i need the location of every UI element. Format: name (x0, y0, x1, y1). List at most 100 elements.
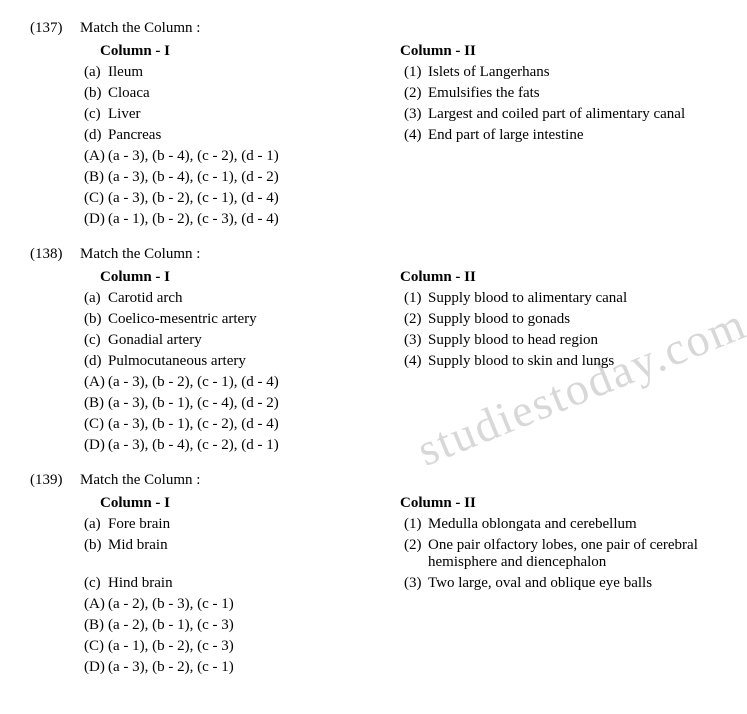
question-header: (139)Match the Column : (30, 472, 717, 489)
option-text: (a - 3), (b - 4), (c - 2), (d - 1) (108, 437, 400, 454)
item-text: Supply blood to skin and lungs (428, 353, 717, 370)
column1-header: Column - I (80, 43, 400, 60)
column2-header: Column - II (400, 43, 717, 60)
answer-option[interactable]: (C)(a - 1), (b - 2), (c - 3) (80, 638, 400, 655)
item-text: Medulla oblongata and cerebellum (428, 516, 717, 533)
item-label: (1) (400, 516, 428, 533)
match-row: (b)Cloaca(2)Emulsifies the fats (80, 85, 717, 102)
option-text: (a - 3), (b - 4), (c - 2), (d - 1) (108, 148, 400, 165)
item-label: (1) (400, 290, 428, 307)
column1-item: (a)Fore brain (80, 516, 400, 533)
item-text: Supply blood to alimentary canal (428, 290, 717, 307)
item-label: (d) (80, 127, 108, 144)
item-text: Two large, oval and oblique eye balls (428, 575, 717, 592)
columns-header: Column - IColumn - II (80, 43, 717, 60)
column1-item: (a)Ileum (80, 64, 400, 81)
column2-item: (1)Supply blood to alimentary canal (400, 290, 717, 307)
item-text: Islets of Langerhans (428, 64, 717, 81)
option-label: (C) (80, 416, 108, 433)
answer-option[interactable]: (B)(a - 3), (b - 1), (c - 4), (d - 2) (80, 395, 400, 412)
column1-item: (c)Liver (80, 106, 400, 123)
column1-item: (c)Hind brain (80, 575, 400, 592)
item-label: (a) (80, 516, 108, 533)
column2-item: (1)Islets of Langerhans (400, 64, 717, 81)
match-row: (d)Pancreas(4)End part of large intestin… (80, 127, 717, 144)
match-row: (c)Hind brain(3)Two large, oval and obli… (80, 575, 717, 592)
item-text: Largest and coiled part of alimentary ca… (428, 106, 717, 123)
column1-item: (a)Carotid arch (80, 290, 400, 307)
option-label: (D) (80, 211, 108, 228)
question-number: (137) (30, 20, 80, 37)
match-row: (c)Gonadial artery(3)Supply blood to hea… (80, 332, 717, 349)
columns-header: Column - IColumn - II (80, 495, 717, 512)
match-row: (b)Mid brain(2)One pair olfactory lobes,… (80, 537, 717, 571)
option-label: (A) (80, 374, 108, 391)
item-label: (c) (80, 575, 108, 592)
match-row: (a)Carotid arch(1)Supply blood to alimen… (80, 290, 717, 307)
item-label: (d) (80, 353, 108, 370)
item-text: Cloaca (108, 85, 400, 102)
answer-option[interactable]: (B)(a - 3), (b - 4), (c - 1), (d - 2) (80, 169, 400, 186)
item-label: (c) (80, 332, 108, 349)
option-text: (a - 3), (b - 2), (c - 1) (108, 659, 400, 676)
item-label: (3) (400, 106, 428, 123)
option-text: (a - 3), (b - 2), (c - 1), (d - 4) (108, 374, 400, 391)
option-text: (a - 3), (b - 1), (c - 2), (d - 4) (108, 416, 400, 433)
column2-item: (2)Supply blood to gonads (400, 311, 717, 328)
column2-item: (3)Two large, oval and oblique eye balls (400, 575, 717, 592)
question: (137)Match the Column : Column - IColumn … (30, 20, 717, 232)
option-label: (A) (80, 148, 108, 165)
item-text: Hind brain (108, 575, 400, 592)
column1-item: (d)Pulmocutaneous artery (80, 353, 400, 370)
item-label: (3) (400, 332, 428, 349)
question-number: (138) (30, 246, 80, 263)
item-text: Pulmocutaneous artery (108, 353, 400, 370)
answer-option[interactable]: (A)(a - 3), (b - 4), (c - 2), (d - 1) (80, 148, 400, 165)
column1-header: Column - I (80, 269, 400, 286)
column1-item: (b)Cloaca (80, 85, 400, 102)
item-label: (4) (400, 353, 428, 370)
item-text: Liver (108, 106, 400, 123)
match-row: (b)Coelico-mesentric artery(2)Supply blo… (80, 311, 717, 328)
item-text: Carotid arch (108, 290, 400, 307)
column1-header: Column - I (80, 495, 400, 512)
answer-option[interactable]: (D)(a - 3), (b - 4), (c - 2), (d - 1) (80, 437, 400, 454)
item-label: (a) (80, 64, 108, 81)
match-row: (a)Fore brain(1)Medulla oblongata and ce… (80, 516, 717, 533)
column2-header: Column - II (400, 269, 717, 286)
answer-option[interactable]: (C)(a - 3), (b - 1), (c - 2), (d - 4) (80, 416, 400, 433)
item-text: One pair olfactory lobes, one pair of ce… (428, 537, 717, 571)
match-row: (a)Ileum(1)Islets of Langerhans (80, 64, 717, 81)
option-label: (B) (80, 395, 108, 412)
option-label: (B) (80, 169, 108, 186)
item-label: (2) (400, 311, 428, 328)
column1-item: (b)Mid brain (80, 537, 400, 571)
item-label: (2) (400, 85, 428, 102)
option-label: (D) (80, 437, 108, 454)
item-text: Supply blood to gonads (428, 311, 717, 328)
column1-item: (d)Pancreas (80, 127, 400, 144)
column2-item: (4)Supply blood to skin and lungs (400, 353, 717, 370)
match-row: (c)Liver(3)Largest and coiled part of al… (80, 106, 717, 123)
column1-item: (c)Gonadial artery (80, 332, 400, 349)
column1-item: (b)Coelico-mesentric artery (80, 311, 400, 328)
column2-item: (1)Medulla oblongata and cerebellum (400, 516, 717, 533)
question-header: (137)Match the Column : (30, 20, 717, 37)
question: (138)Match the Column :Column - IColumn … (30, 246, 717, 458)
match-row: (d)Pulmocutaneous artery(4)Supply blood … (80, 353, 717, 370)
item-label: (1) (400, 64, 428, 81)
question: (139)Match the Column : Column - IColumn … (30, 472, 717, 680)
answer-option[interactable]: (D)(a - 3), (b - 2), (c - 1) (80, 659, 400, 676)
item-text: Supply blood to head region (428, 332, 717, 349)
item-label: (b) (80, 537, 108, 571)
answer-option[interactable]: (C)(a - 3), (b - 2), (c - 1), (d - 4) (80, 190, 400, 207)
answer-option[interactable]: (A)(a - 3), (b - 2), (c - 1), (d - 4) (80, 374, 400, 391)
answer-option[interactable]: (D)(a - 1), (b - 2), (c - 3), (d - 4) (80, 211, 400, 228)
option-label: (C) (80, 190, 108, 207)
column2-item: (3)Supply blood to head region (400, 332, 717, 349)
column2-item: (2)Emulsifies the fats (400, 85, 717, 102)
column2-item: (4)End part of large intestine (400, 127, 717, 144)
item-label: (2) (400, 537, 428, 571)
answer-option[interactable]: (B)(a - 2), (b - 1), (c - 3) (80, 617, 400, 634)
question-number: (139) (30, 472, 80, 489)
